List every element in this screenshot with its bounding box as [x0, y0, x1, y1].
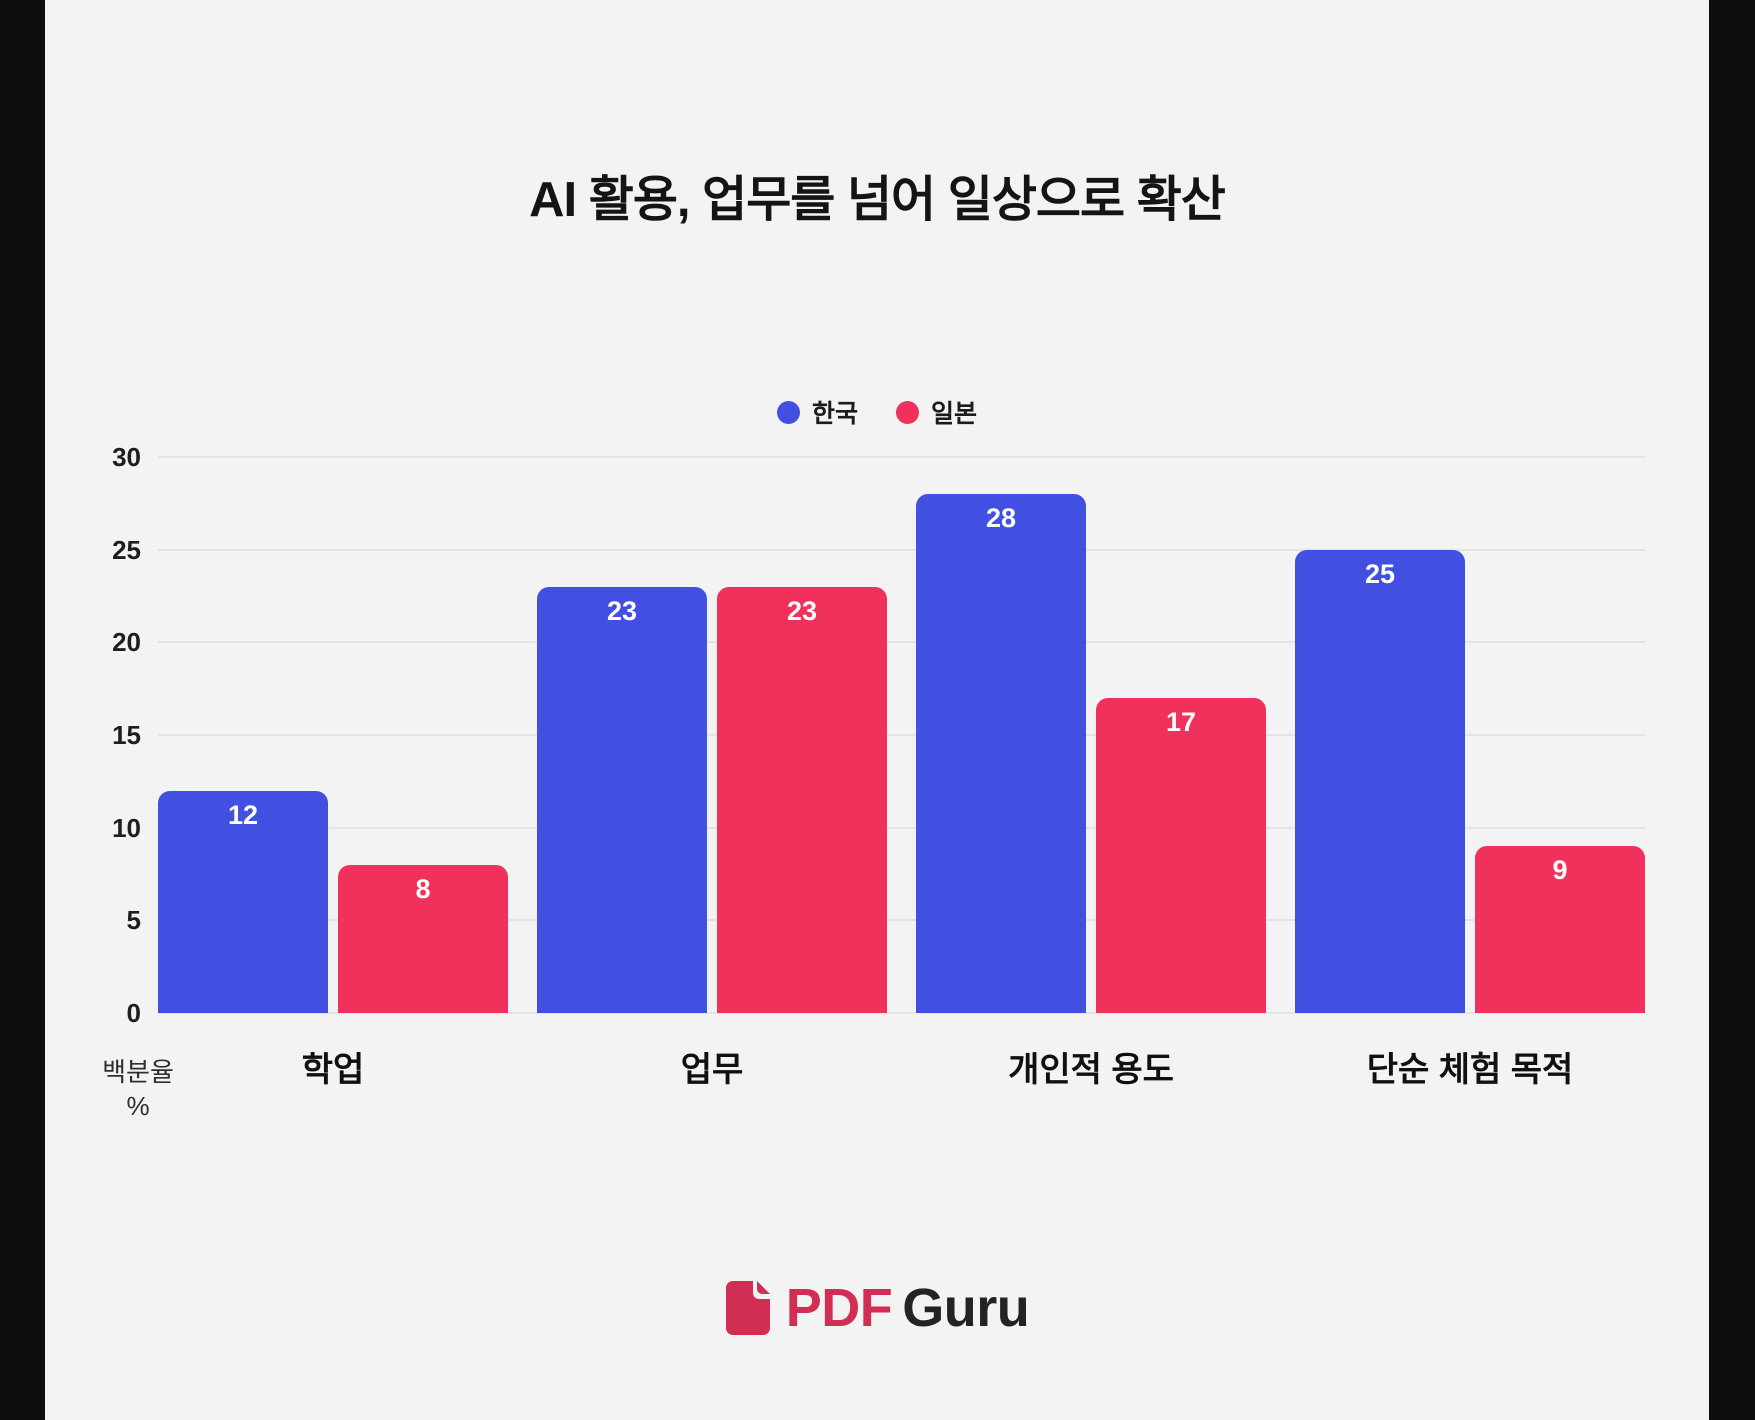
bar-value-label: 28 — [985, 503, 1017, 534]
legend-label: 한국 — [811, 400, 858, 428]
plot-area: 0 5 10 15 20 25 30 12 8 23 23 28 17 25 9 학업 업무 개인적 용도 단순… — [112, 444, 1645, 1089]
y-tick-label: 5 — [126, 905, 141, 936]
bar-value-label: 12 — [227, 799, 259, 830]
legend-dot — [776, 400, 800, 424]
bar-korea: 12 — [158, 790, 328, 1013]
gridline — [158, 1012, 1645, 1014]
y-axis-unit-line1: 백분율 — [102, 1057, 174, 1087]
legend-dot — [896, 400, 919, 424]
x-axis-label: 학업 — [301, 1051, 365, 1089]
y-tick-label: 10 — [112, 812, 141, 843]
gridline — [158, 734, 1645, 736]
bar-value-label: 8 — [415, 873, 431, 904]
bar-value-label: 23 — [786, 595, 818, 626]
bar-value-label: 17 — [1165, 706, 1197, 737]
bar-group: 25 9 — [1295, 549, 1645, 1013]
bar-group: 12 8 — [158, 790, 508, 1013]
legend-item-korea: 한국 — [776, 394, 858, 430]
bar-japan: 9 — [1475, 846, 1645, 1013]
logo-text-guru: Guru — [902, 1278, 1030, 1338]
legend-item-japan: 일본 — [896, 394, 977, 430]
y-axis-unit-line2: % — [126, 1090, 150, 1121]
bar-korea: 25 — [1295, 549, 1465, 1013]
document-icon — [725, 1281, 770, 1335]
x-axis-label: 단순 체험 목적 — [1366, 1051, 1574, 1089]
x-axis-labels: 학업 업무 개인적 용도 단순 체험 목적 — [158, 1042, 1645, 1091]
x-axis-label: 업무 — [680, 1051, 744, 1089]
y-tick-label: 25 — [112, 534, 141, 565]
chart-title: AI 활용, 업무를 넘어 일상으로 확산 — [529, 173, 1226, 227]
bar-value-label: 25 — [1364, 558, 1396, 589]
y-tick-label: 30 — [112, 442, 141, 472]
bar-value-label: 9 — [1552, 855, 1568, 886]
y-axis-unit-label: 백분율 % — [95, 1056, 181, 1124]
legend-label: 일본 — [931, 400, 978, 428]
logo-text: PDF Guru — [786, 1281, 1030, 1335]
bar-group: 23 23 — [537, 586, 887, 1013]
bar-korea: 23 — [537, 586, 707, 1013]
gridline — [158, 456, 1645, 458]
gridline — [158, 826, 1645, 829]
bar-japan: 23 — [717, 586, 887, 1013]
bar-value-label: 23 — [606, 595, 638, 626]
bars-row: 12 8 23 23 28 17 25 9 — [158, 457, 1645, 1013]
x-axis-label: 개인적 용도 — [1008, 1051, 1174, 1089]
legend: 한국 일본 — [45, 394, 1709, 430]
bar-japan: 8 — [338, 864, 508, 1013]
gridline — [158, 548, 1645, 551]
pdf-guru-logo: PDF Guru — [45, 1280, 1709, 1336]
logo-text-pdf: PDF — [785, 1278, 893, 1338]
y-tick-label: 20 — [112, 627, 141, 658]
gridline — [158, 641, 1645, 644]
gridline — [158, 919, 1645, 922]
chart-card: AI 활용, 업무를 넘어 일상으로 확산 한국 일본 0 5 10 15 20 25 30 … — [45, 0, 1709, 1420]
bar-japan: 17 — [1096, 697, 1266, 1013]
y-tick-label: 15 — [112, 720, 141, 750]
bar-korea: 28 — [916, 494, 1086, 1013]
y-tick-label: 0 — [126, 998, 141, 1028]
bar-group: 28 17 — [916, 494, 1266, 1013]
